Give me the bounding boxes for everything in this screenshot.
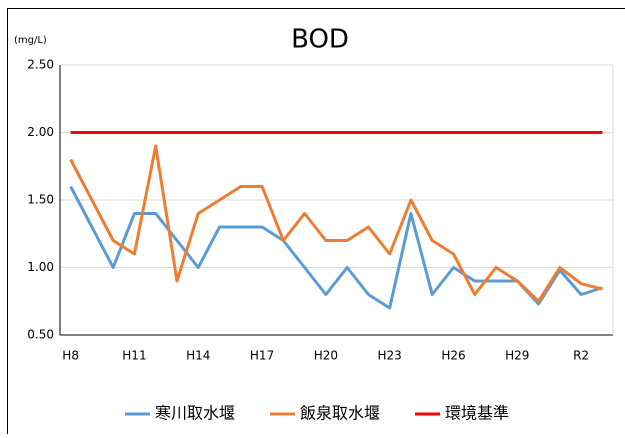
series-line xyxy=(71,146,603,301)
x-tick-label: H23 xyxy=(378,349,402,363)
x-tick-label: R2 xyxy=(573,349,589,363)
x-tick-label: H29 xyxy=(505,349,529,363)
x-tick-label: H11 xyxy=(122,349,146,363)
series-line xyxy=(71,187,603,309)
legend-label: 飯泉取水堰 xyxy=(300,404,380,423)
y-tick-label: 2.00 xyxy=(27,125,54,139)
chart-frame xyxy=(8,9,625,435)
y-tick-label: 1.50 xyxy=(27,193,54,207)
x-tick-label: H17 xyxy=(250,349,274,363)
x-tick-label: H20 xyxy=(314,349,338,363)
chart-title: BOD xyxy=(291,25,349,55)
x-tick-label: H14 xyxy=(186,349,210,363)
y-unit: (mg/L) xyxy=(14,35,47,46)
y-tick-label: 0.50 xyxy=(27,328,54,342)
legend-label: 環境基準 xyxy=(445,404,509,423)
x-tick-label: H26 xyxy=(441,349,465,363)
legend-label: 寒川取水堰 xyxy=(155,404,235,423)
x-tick-label: H8 xyxy=(62,349,79,363)
y-tick-label: 1.00 xyxy=(27,260,54,274)
y-tick-label: 2.50 xyxy=(27,58,54,72)
